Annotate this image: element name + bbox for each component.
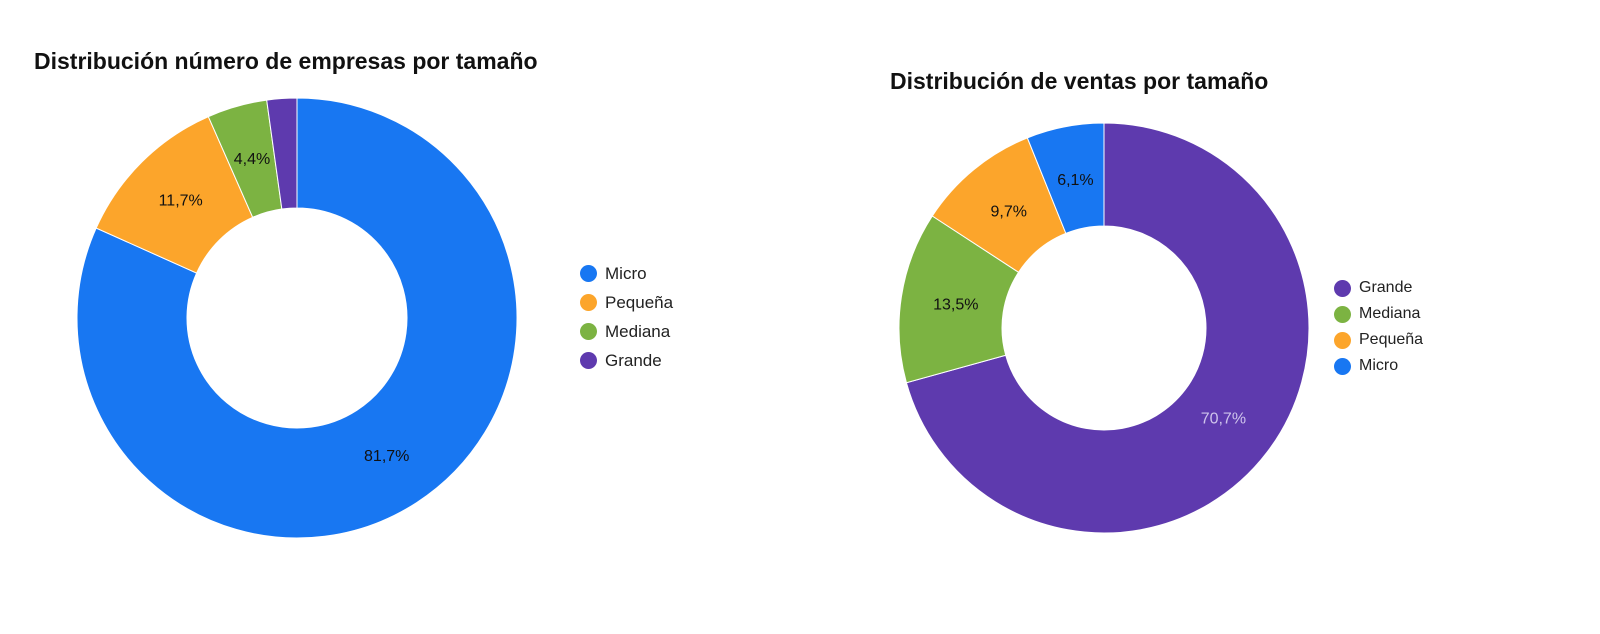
legend-label: Pequeña xyxy=(605,292,674,312)
legend-item: Pequeña xyxy=(580,288,673,317)
pie-slice-micro xyxy=(76,97,518,539)
chart-title: Distribución de ventas por tamaño xyxy=(890,68,1269,94)
legend-swatch xyxy=(1334,357,1351,375)
slice-data-label: 11,7% xyxy=(159,192,203,209)
legend-label: Mediana xyxy=(605,321,671,341)
legend-swatch xyxy=(580,352,597,369)
legend-item: Micro xyxy=(1334,353,1423,379)
legend-swatch xyxy=(1334,305,1351,323)
legend-item: Grande xyxy=(580,346,673,375)
legend-label: Mediana xyxy=(1359,305,1421,322)
pie-slice-micro xyxy=(1026,122,1105,235)
legend-label: Grande xyxy=(1359,279,1413,296)
chart-legend: Micro Pequeña Mediana Grande xyxy=(580,259,673,375)
slice-data-label: 9,7% xyxy=(991,204,1027,221)
legend-label: Grande xyxy=(605,350,662,370)
legend-label: Pequeña xyxy=(1359,331,1424,348)
slice-data-label: 70,7% xyxy=(1201,410,1246,427)
chart-legend: Grande Mediana Pequeña Micro xyxy=(1334,275,1423,379)
chart-title: Distribución número de empresas por tama… xyxy=(34,48,538,74)
legend-item: Mediana xyxy=(1334,301,1423,327)
legend-swatch xyxy=(580,265,597,282)
slice-data-label: 81,7% xyxy=(364,448,409,465)
legend-swatch xyxy=(1334,279,1351,297)
legend-item: Mediana xyxy=(580,317,673,346)
legend-label: Micro xyxy=(605,263,647,283)
pie-slice-grande xyxy=(266,97,298,210)
legend-label: Micro xyxy=(1359,357,1399,374)
legend-swatch xyxy=(580,323,597,340)
legend-swatch xyxy=(580,294,597,311)
slice-data-label: 4,4% xyxy=(234,151,270,168)
legend-swatch xyxy=(1334,331,1351,349)
legend-item: Micro xyxy=(580,259,673,288)
legend-item: Pequeña xyxy=(1334,327,1423,353)
legend-item: Grande xyxy=(1334,275,1423,301)
pie-slice-grande xyxy=(905,122,1310,534)
slice-data-label: 13,5% xyxy=(933,297,978,314)
slice-data-label: 6,1% xyxy=(1057,172,1093,189)
